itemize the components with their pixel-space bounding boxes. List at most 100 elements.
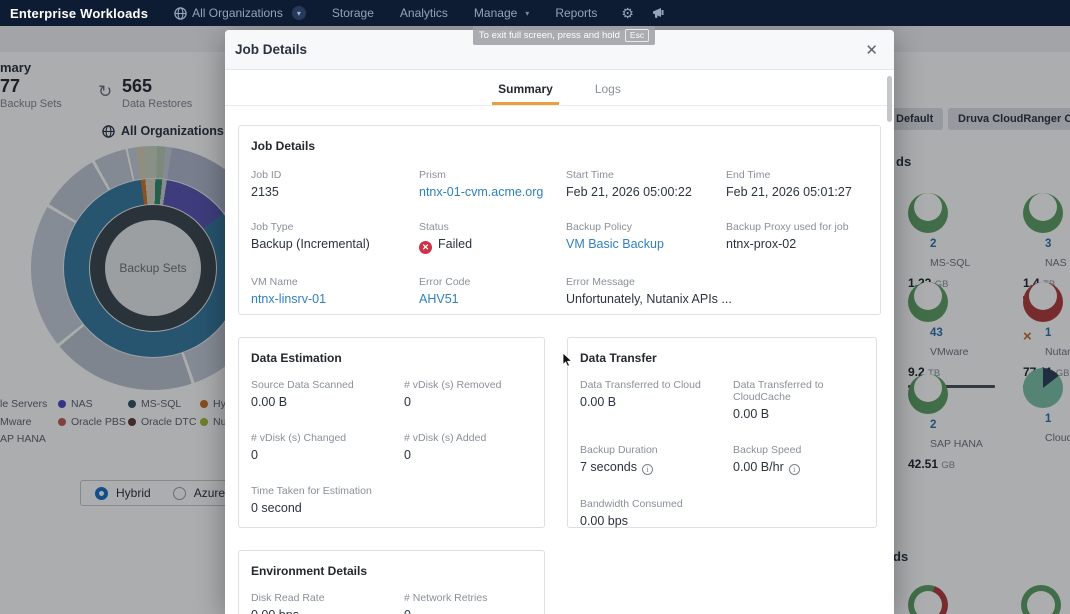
backup-proxy-value: ntnx-prox-02 xyxy=(726,237,797,251)
workload-count[interactable]: 2 xyxy=(930,419,937,431)
legend-item-sap-hana[interactable]: AP HANA xyxy=(0,433,46,445)
all-organizations-row[interactable]: All Organizations xyxy=(102,124,224,138)
globe-icon xyxy=(174,6,187,20)
vm-name-link[interactable]: ntnx-linsrv-01 xyxy=(251,292,327,306)
field-label: Time Taken for Estimation xyxy=(251,485,372,497)
field-label: Backup Duration xyxy=(580,444,658,456)
field-label: Job Type xyxy=(251,221,294,233)
workload-name: Nutani xyxy=(1045,346,1070,358)
modal-scrollbar[interactable] xyxy=(887,76,892,122)
prism-link[interactable]: ntnx-01-cvm.acme.org xyxy=(419,185,544,199)
status-ring xyxy=(908,193,948,233)
workload-count[interactable]: 2 xyxy=(930,238,937,250)
legend-item-file-servers[interactable]: le Servers xyxy=(0,398,48,410)
modal-body: Job Details Job ID 2135 Prism ntnx-01-cvm.… xyxy=(225,106,894,614)
job-details-modal: Job Details ✕ Summary Logs Job Details J… xyxy=(225,30,894,614)
nav-item-analytics[interactable]: Analytics xyxy=(399,6,448,20)
field-label: Backup Policy xyxy=(566,221,632,233)
tab-summary[interactable]: Summary xyxy=(492,74,559,105)
donut-center-label: Backup Sets xyxy=(105,220,201,316)
workload-name: SAP HANA xyxy=(930,438,983,450)
tab-logs[interactable]: Logs xyxy=(594,82,621,96)
workload-name: VMware xyxy=(930,346,969,358)
info-icon[interactable]: i xyxy=(641,464,653,475)
field-label: Backup Speed xyxy=(733,444,802,456)
org-chip-default[interactable]: Default xyxy=(886,108,944,130)
field-label: Source Data Scanned xyxy=(251,379,354,391)
backup-sets-label: Backup Sets xyxy=(0,98,62,110)
legend-item-nas[interactable]: NAS xyxy=(58,398,93,410)
error-code-link[interactable]: AHV51 xyxy=(419,292,459,306)
vdisk-removed-value: 0 xyxy=(404,395,411,409)
org-selector[interactable]: All Organizations ▾ xyxy=(174,6,306,20)
radio-azure[interactable] xyxy=(172,486,186,500)
legend-dot xyxy=(128,418,136,426)
summary-heading: mary xyxy=(0,60,32,75)
job-id-value: 2135 xyxy=(251,185,279,199)
legend-item-nutanix[interactable]: Nu xyxy=(200,416,226,428)
data-transfer-card: Data Transfer Data Transferred to Cloud 0… xyxy=(567,337,877,528)
field-label: Data Transferred to Cloud xyxy=(580,379,701,391)
card-title: Job Details xyxy=(251,139,316,153)
workload-tile-nutanix[interactable]: ×1 Nutani 77.11 GB xyxy=(1023,276,1070,388)
legend-dot xyxy=(128,400,136,408)
workloads-heading: ds xyxy=(896,154,912,169)
workload-size: 42.51 xyxy=(908,457,939,471)
field-label: # vDisk (s) Added xyxy=(404,432,487,444)
radio-azure-label[interactable]: Azure xyxy=(193,486,226,500)
radio-hybrid-label[interactable]: Hybrid xyxy=(116,486,151,500)
field-label: # vDisk (s) Changed xyxy=(251,432,347,444)
globe-icon xyxy=(102,124,115,138)
fullscreen-exit-toast: To exit full screen, press and hold Esc xyxy=(473,25,655,45)
announcements-megaphone-icon[interactable] xyxy=(652,7,667,19)
legend-item-oracle-pbs[interactable]: Oracle PBS xyxy=(58,416,126,428)
modal-tab-bar: Summary Logs xyxy=(225,70,894,106)
org-chip-druva-cloudranger[interactable]: Druva CloudRanger Org xyxy=(948,108,1070,130)
disk-read-rate-value: 0.00 bps xyxy=(251,608,404,614)
workload-count[interactable]: 1 xyxy=(1045,327,1052,339)
chevron-down-icon[interactable]: ▾ xyxy=(291,6,306,20)
mouse-cursor xyxy=(562,352,575,373)
nav-item-reports[interactable]: Reports xyxy=(555,6,598,20)
app-title: Enterprise Workloads xyxy=(10,5,149,21)
backup-speed-value: 0.00 B/hr xyxy=(733,460,784,474)
field-label: Start Time xyxy=(566,169,614,181)
legend-item-hyperv[interactable]: Hy xyxy=(200,398,226,410)
field-label: Backup Proxy used for job xyxy=(726,221,849,233)
settings-gear-icon[interactable]: ⚙ xyxy=(621,4,634,21)
workload-count[interactable]: 3 xyxy=(1045,238,1052,250)
bottom-section-heading: ds xyxy=(893,549,909,564)
nav-item-storage[interactable]: Storage xyxy=(331,6,374,20)
job-type-value: Backup (Incremental) xyxy=(251,237,370,251)
error-message-value: Unfortunately, Nutanix APIs ... xyxy=(566,292,732,306)
workload-tile-sap-hana[interactable]: 2 SAP HANA 42.51 GB xyxy=(908,368,1020,471)
legend-item-oracle-dtc[interactable]: Oracle DTC xyxy=(128,416,196,428)
info-icon[interactable]: i xyxy=(788,464,800,475)
close-icon[interactable]: ✕ xyxy=(865,41,878,59)
esc-key-badge: Esc xyxy=(624,28,650,42)
legend-item-vmware[interactable]: Mware xyxy=(0,416,32,428)
field-label: Bandwidth Consumed xyxy=(580,498,683,510)
status-pie xyxy=(1023,368,1063,408)
network-retries-value: 0 xyxy=(404,608,532,614)
modal-title: Job Details xyxy=(235,42,308,57)
nav-item-manage[interactable]: Manage ▾ xyxy=(473,6,530,20)
chevron-down-icon: ▾ xyxy=(525,8,530,18)
backup-duration-value: 7 seconds xyxy=(580,460,637,474)
radio-hybrid[interactable] xyxy=(95,486,108,500)
field-label: Status xyxy=(419,221,449,233)
backup-policy-link[interactable]: VM Basic Backup xyxy=(566,237,664,251)
vdisk-changed-value: 0 xyxy=(251,448,258,462)
workload-count[interactable]: 1 xyxy=(1045,413,1052,425)
status-ring xyxy=(908,585,948,614)
field-label: Data Transferred to CloudCache xyxy=(733,379,824,403)
field-label: End Time xyxy=(726,169,771,181)
data-restores-count: 565 xyxy=(122,76,153,96)
modal-header: Job Details ✕ xyxy=(225,30,894,70)
workload-name: CloudC xyxy=(1045,432,1070,444)
workload-tile-vmware[interactable]: 43 VMware 9.2 TB xyxy=(908,276,1020,388)
workload-tile-cloudcache[interactable]: 1 CloudC xyxy=(1023,368,1070,444)
status-ring xyxy=(908,282,948,322)
legend-item-mssql[interactable]: MS-SQL xyxy=(128,398,181,410)
workload-count[interactable]: 43 xyxy=(930,327,943,339)
